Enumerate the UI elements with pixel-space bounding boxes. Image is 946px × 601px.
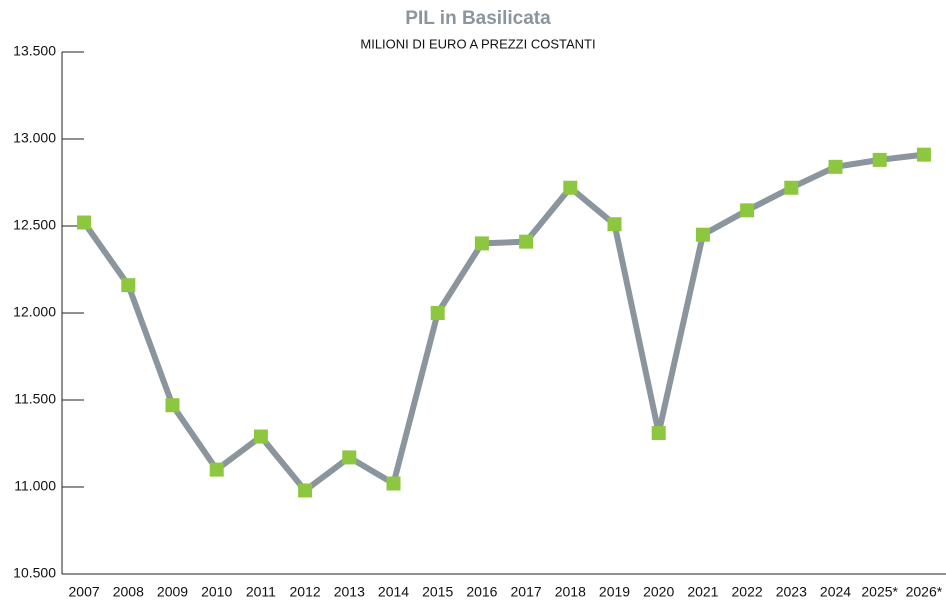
marker: [386, 476, 401, 491]
x-tick-label: 2017: [511, 584, 542, 600]
y-tick-label: 12.000: [13, 304, 56, 320]
y-tick-label: 13.500: [13, 43, 56, 59]
x-tick-label: 2016: [466, 584, 497, 600]
marker: [695, 227, 710, 242]
x-tick-label: 2011: [246, 584, 276, 600]
x-tick-label: 2024: [820, 584, 851, 600]
x-tick-label: 2022: [732, 584, 763, 600]
marker: [209, 462, 224, 477]
x-tick-label: 2012: [290, 584, 321, 600]
marker: [607, 217, 622, 232]
marker: [872, 152, 887, 167]
marker: [77, 215, 92, 230]
marker: [430, 306, 445, 320]
x-tick-label: 2023: [776, 584, 807, 600]
x-tick-label: 2026*: [906, 584, 943, 600]
marker: [121, 278, 136, 293]
marker: [253, 429, 268, 444]
marker: [916, 147, 931, 162]
x-tick-label: 2018: [555, 584, 586, 600]
marker: [828, 159, 843, 174]
marker: [474, 236, 489, 251]
x-tick-label: 2009: [157, 584, 188, 600]
marker: [651, 426, 666, 441]
x-tick-label: 2025*: [861, 584, 898, 600]
chart-subtitle: MILIONI DI EURO A PREZZI COSTANTI: [360, 36, 595, 51]
y-tick-label: 12.500: [13, 217, 56, 233]
marker: [740, 203, 755, 218]
marker: [563, 180, 578, 195]
marker: [298, 483, 313, 498]
line: [81, 151, 925, 494]
marker: [165, 398, 180, 413]
y-tick-label: 13.000: [13, 130, 56, 146]
x-tick-label: 2015: [422, 584, 453, 600]
marker: [784, 180, 799, 195]
x-tick-label: 2019: [599, 584, 630, 600]
x-tick-label: 2007: [69, 584, 100, 600]
x-tick-label: 2021: [687, 584, 718, 600]
x-tick-label: 2013: [334, 584, 365, 600]
y-tick-label: 10.500: [13, 565, 56, 581]
chart-title: PIL in Basilicata: [405, 8, 551, 29]
y-tick-label: 11.000: [14, 478, 56, 494]
x-tick-label: 2020: [643, 584, 674, 600]
marker: [342, 450, 357, 465]
x-tick-label: 2014: [378, 584, 409, 600]
marker: [519, 234, 534, 249]
x-tick-label: 2008: [113, 584, 144, 600]
y-tick-label: 11.500: [14, 391, 56, 407]
x-tick-label: 2010: [201, 584, 232, 600]
